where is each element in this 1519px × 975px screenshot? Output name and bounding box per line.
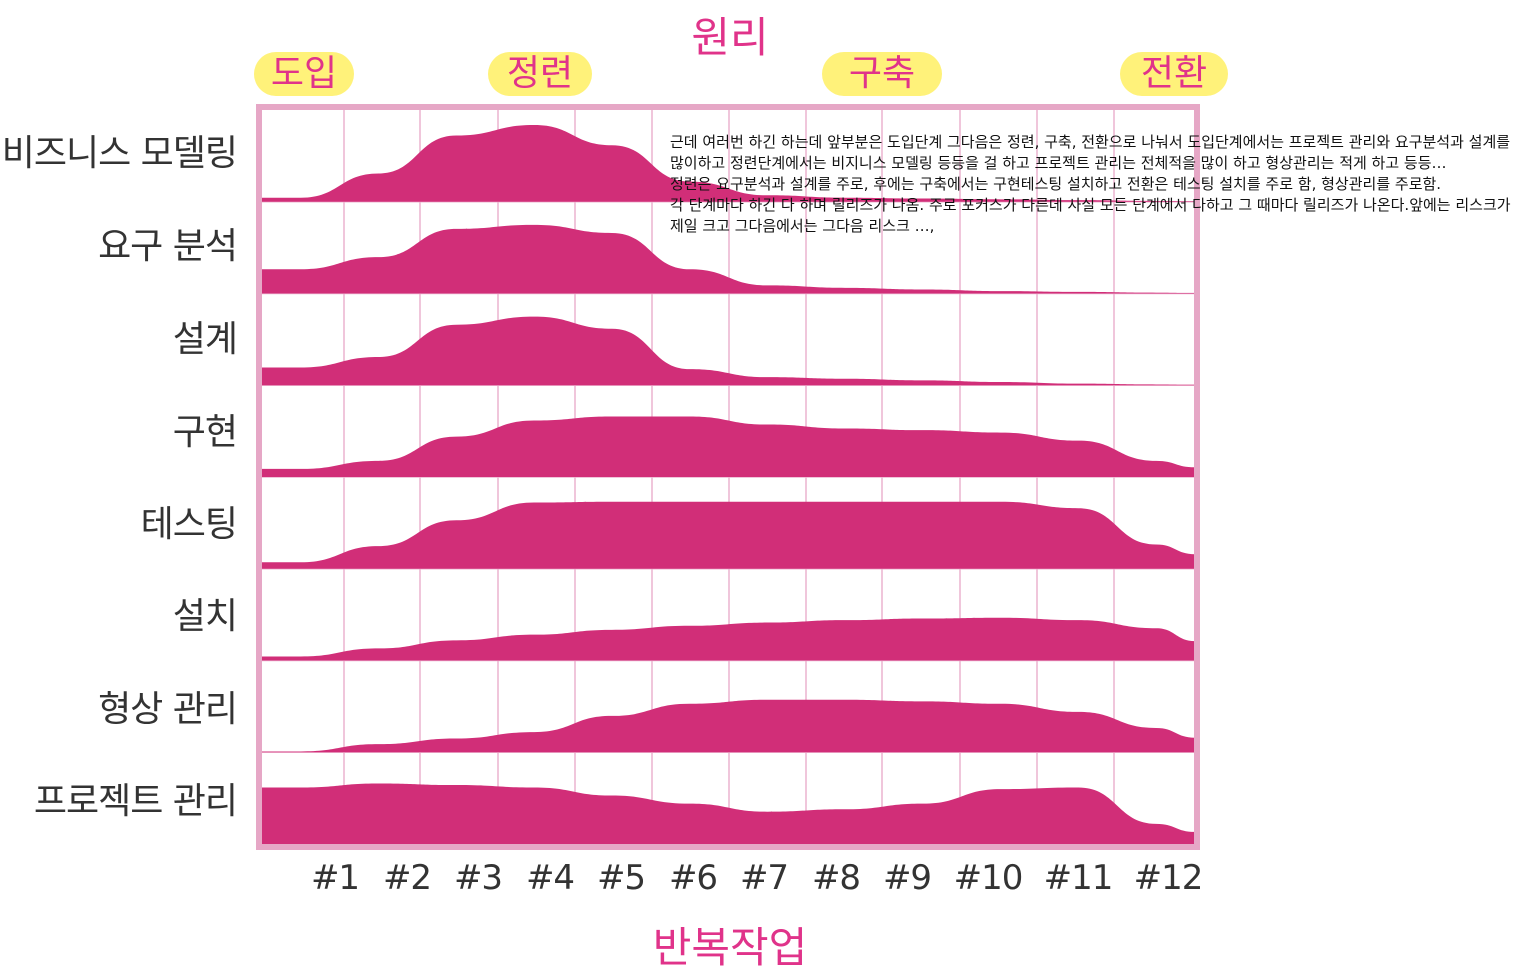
iteration-tick-label: #7 (739, 858, 789, 898)
area-3 (262, 316, 1195, 386)
note-paragraph: 근데 여러번 하긴 하는데 앞부분은 도입단계 그다음은 정련, 구축, 전환으… (670, 133, 1511, 172)
row-label-testing: 테스팅 (140, 504, 238, 545)
phase-label: 도입 (270, 53, 338, 94)
area-4 (262, 416, 1195, 477)
phase-highlight (822, 52, 942, 96)
area-6 (262, 617, 1195, 661)
iteration-tick-label: #8 (811, 858, 861, 898)
row-label-project-management: 프로젝트 관리 (33, 781, 238, 822)
iteration-tick-label: #3 (453, 858, 503, 898)
area-1 (262, 125, 1195, 202)
phase-label: 구축 (848, 53, 916, 94)
iteration-tick-label: #5 (596, 858, 646, 898)
phase-highlight (1120, 52, 1228, 96)
row-label-configuration-management: 형상 관리 (98, 689, 238, 730)
phase-construction: 구축 (822, 52, 942, 96)
row-label-deployment: 설치 (172, 596, 238, 637)
phase-transition: 전환 (1120, 52, 1228, 96)
iteration-tick-label: #2 (382, 858, 432, 898)
iteration-tick-label: #9 (882, 858, 932, 898)
phase-label: 정련 (506, 53, 574, 94)
row-label-design: 설계 (172, 319, 238, 360)
chart-frame (256, 104, 1200, 850)
phase-highlight (254, 52, 354, 96)
x-axis-label: 반복작업 (652, 923, 808, 972)
diagram-title: 원리 (691, 13, 769, 62)
note-paragraph: 각 단계마다 하긴 다 하며 릴리즈가 나옴. 주로 포커스가 다른데 사실 모… (670, 196, 1511, 235)
phase-elaboration: 정련 (488, 52, 592, 96)
row-label-implementation: 구현 (172, 412, 238, 453)
iteration-tick-label: #12 (1133, 858, 1204, 898)
area-7 (262, 699, 1195, 753)
annotation-note: 근데 여러번 하긴 하는데 앞부분은 도입단계 그다음은 정련, 구축, 전환으… (670, 132, 1518, 237)
iteration-tick-label: #10 (953, 858, 1024, 898)
row-label-requirements: 요구 분석 (98, 226, 238, 267)
iteration-tick-label: #11 (1043, 858, 1114, 898)
iteration-tick-label: #6 (668, 858, 718, 898)
area-2 (262, 224, 1195, 294)
area-8 (262, 783, 1195, 844)
iteration-tick-label: #1 (310, 858, 360, 898)
phase-label: 전환 (1140, 53, 1208, 94)
phase-inception: 도입 (254, 52, 354, 96)
phase-highlight (488, 52, 592, 96)
area-5 (262, 501, 1195, 569)
note-paragraph: 정련은 요구분석과 설계를 주로, 후에는 구축에서는 구현테스팅 설치하고 전… (670, 175, 1442, 193)
iteration-tick-label: #4 (525, 858, 575, 898)
row-label-business-modeling: 비즈니스 모델링 (1, 133, 238, 174)
chart-areas (262, 125, 1195, 844)
